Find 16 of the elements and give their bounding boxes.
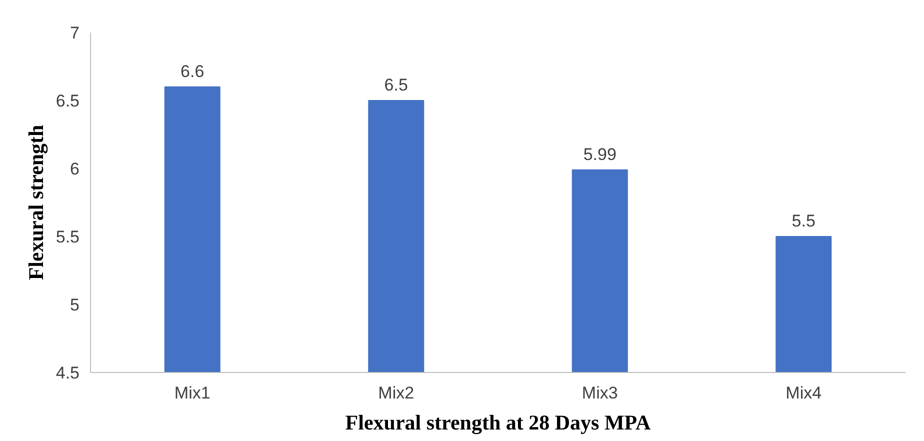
x-tick-label: Mix1 — [174, 384, 210, 402]
x-tick-label: Mix3 — [582, 384, 618, 402]
data-label: 6.6 — [180, 62, 204, 81]
y-tick-label: 4.5 — [56, 364, 80, 382]
data-label: 5.5 — [792, 212, 816, 230]
data-label: 6.5 — [384, 76, 408, 94]
y-tick-label: 7 — [70, 24, 80, 42]
data-label: 5.99 — [583, 144, 616, 164]
y-tick-label: 6 — [70, 160, 80, 178]
y-tick-label: 5.5 — [56, 228, 80, 246]
y-tick-label: 5 — [70, 296, 80, 314]
x-axis-title: Flexural strength at 28 Days MPA — [345, 410, 652, 434]
x-tick-label: Mix2 — [378, 384, 414, 402]
y-tick-label: 6.5 — [56, 92, 80, 110]
x-tick-label: Mix4 — [786, 384, 822, 402]
y-axis-title: Flexural strength — [24, 124, 48, 280]
